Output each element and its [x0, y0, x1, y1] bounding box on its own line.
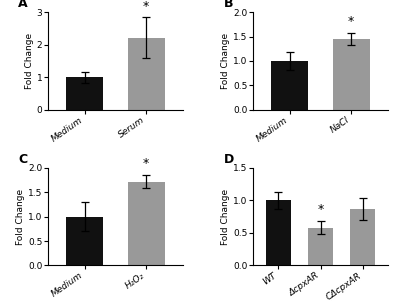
Text: B: B	[223, 0, 233, 10]
Bar	[128, 181, 164, 265]
Bar	[350, 209, 375, 265]
Y-axis label: Fold Change: Fold Change	[25, 33, 34, 89]
Text: C: C	[18, 153, 28, 166]
Bar	[333, 39, 370, 109]
Text: *: *	[143, 157, 149, 170]
Text: D: D	[223, 153, 234, 166]
Bar	[66, 77, 103, 109]
Bar	[308, 228, 333, 265]
Y-axis label: Fold Change: Fold Change	[221, 188, 230, 245]
Text: *: *	[318, 203, 324, 216]
Text: *: *	[348, 15, 354, 28]
Bar	[66, 217, 103, 265]
Bar	[272, 61, 308, 109]
Text: A: A	[18, 0, 28, 10]
Text: *: *	[143, 0, 149, 13]
Y-axis label: Fold Change: Fold Change	[16, 188, 25, 245]
Bar	[128, 38, 164, 109]
Bar	[266, 200, 291, 265]
Y-axis label: Fold Change: Fold Change	[221, 33, 230, 89]
